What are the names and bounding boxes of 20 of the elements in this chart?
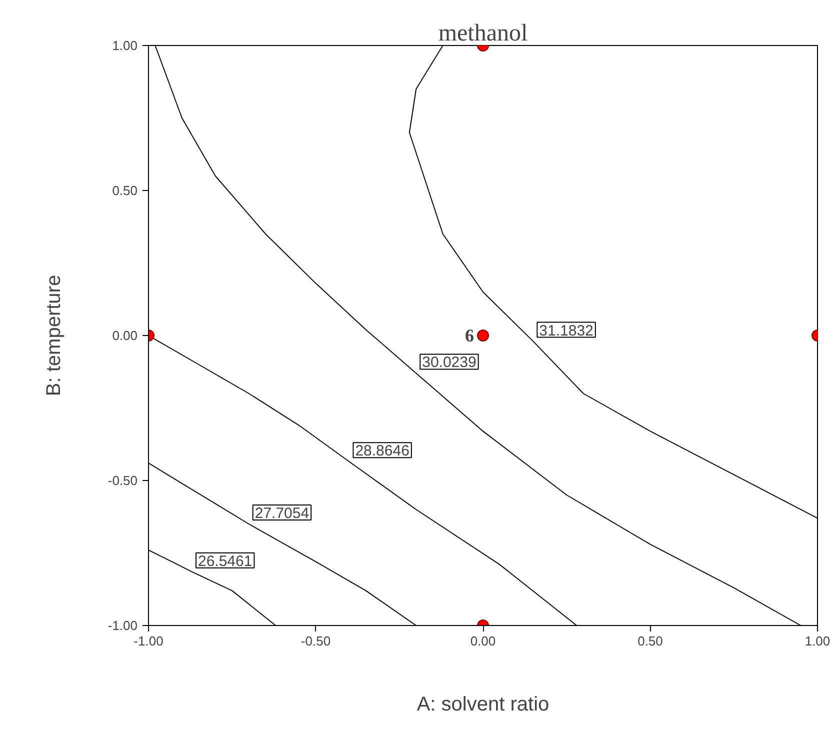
annotation: 6 <box>465 326 474 346</box>
x-tick-label: 0.50 <box>638 634 663 648</box>
x-axis-title: A: solvent ratio <box>416 694 550 716</box>
series-label: 26.5461 <box>198 552 252 570</box>
y-tick-label: 0.50 <box>112 183 138 198</box>
y-axis-title: B: temperture <box>42 274 65 396</box>
x-tick-label: 1.00 <box>804 634 830 648</box>
y-tick-label: 1.00 <box>112 38 138 53</box>
series-label: 31.1832 <box>539 322 594 340</box>
chart-title: methanol <box>438 20 528 46</box>
point <box>477 330 489 342</box>
y-tick-label: -1.00 <box>108 618 138 633</box>
y-tick-label: -0.50 <box>108 473 138 488</box>
series-label: 30.0239 <box>422 354 476 372</box>
x-tick-label: -1.00 <box>134 634 164 648</box>
series-label: 27.7054 <box>254 505 310 522</box>
x-tick-label: -0.50 <box>300 634 331 648</box>
y-tick-label: 0.00 <box>112 328 138 343</box>
x-tick-label: 0.00 <box>470 634 496 648</box>
series-label: 28.8646 <box>355 442 410 460</box>
